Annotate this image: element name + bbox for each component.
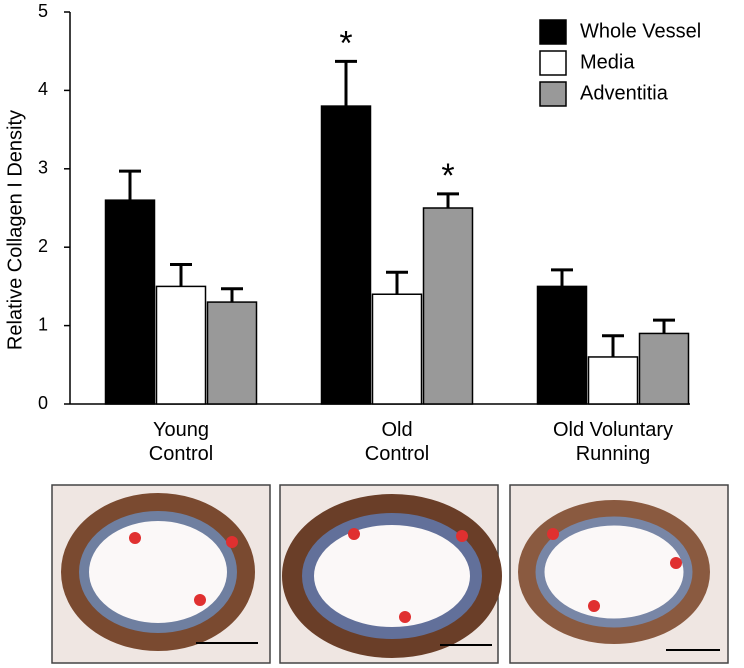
y-tick-label: 5 <box>38 1 48 21</box>
bar <box>638 332 690 405</box>
legend-swatch <box>539 50 567 76</box>
annotation: * <box>441 157 454 195</box>
annotation: * <box>339 24 352 62</box>
error-bar <box>653 318 675 334</box>
y-tick-label: 0 <box>38 393 48 413</box>
micrographs <box>51 484 729 664</box>
legend-label: Media <box>580 51 635 73</box>
error-bar <box>386 270 408 295</box>
micrograph <box>509 484 729 664</box>
bar <box>206 301 258 405</box>
micrograph <box>279 484 502 664</box>
bar <box>155 285 207 405</box>
legend-label: Whole Vessel <box>580 20 701 42</box>
error-bar <box>119 169 141 201</box>
y-tick-label: 4 <box>38 79 48 99</box>
micrograph <box>51 484 271 664</box>
error-bar <box>335 59 357 107</box>
bar <box>587 356 639 405</box>
error-bar <box>170 262 192 287</box>
legend-label: Adventitia <box>580 82 669 104</box>
legend-swatch <box>539 81 567 107</box>
x-tick-label: Young Control <box>148 419 214 465</box>
y-axis-label: Relative Collagen I Density <box>4 110 26 350</box>
error-bar <box>551 268 573 287</box>
y-tick-label: 2 <box>38 236 48 256</box>
error-bar <box>221 287 243 303</box>
bar <box>104 199 156 405</box>
error-bar <box>437 192 459 208</box>
bar <box>320 105 372 405</box>
bar <box>371 293 423 405</box>
bar <box>536 285 588 405</box>
y-tick-label: 1 <box>38 314 48 334</box>
y-tick-label: 3 <box>38 158 48 178</box>
bar <box>422 207 474 405</box>
error-bar <box>602 334 624 357</box>
legend-swatch <box>539 19 567 45</box>
x-tick-label: Old Control <box>364 419 430 465</box>
x-tick-label: Old Voluntary Running <box>552 419 674 465</box>
